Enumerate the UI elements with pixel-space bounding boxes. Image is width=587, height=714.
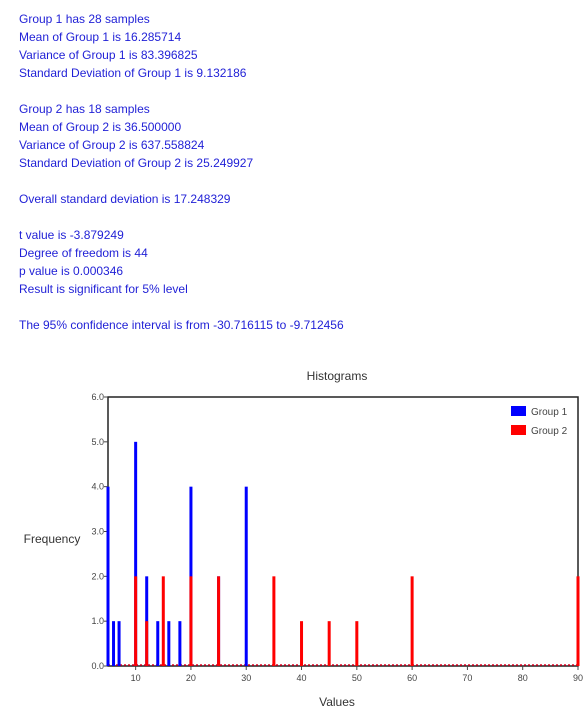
stat-line: Mean of Group 2 is 36.500000: [19, 120, 182, 134]
stat-line: Standard Deviation of Group 2 is 25.2499…: [19, 156, 254, 170]
y-axis-label: Frequency: [24, 532, 81, 546]
x-tick-label: 80: [518, 673, 528, 683]
bar-group2: [272, 576, 276, 666]
bar-group2: [145, 621, 149, 666]
bar-group2: [134, 576, 138, 666]
x-axis-label: Values: [319, 695, 355, 709]
bar-group1: [178, 621, 182, 666]
bar-group2: [576, 576, 580, 666]
bar-group1: [106, 486, 110, 666]
legend-label: Group 1: [531, 407, 568, 418]
y-tick-label: 1.0: [91, 616, 104, 626]
x-tick-label: 30: [241, 673, 251, 683]
stat-line: Group 1 has 28 samples: [19, 12, 150, 26]
legend-swatch: [511, 406, 526, 416]
statistics-text: Group 1 has 28 samples Mean of Group 1 is…: [19, 10, 344, 334]
x-tick-label: 90: [573, 673, 583, 683]
bar-group2: [161, 576, 165, 666]
y-tick-label: 3.0: [91, 527, 104, 537]
stat-line: Variance of Group 1 is 83.396825: [19, 48, 198, 62]
y-tick-label: 5.0: [91, 437, 104, 447]
bar-group1: [134, 441, 138, 666]
bar-group1: [244, 486, 248, 666]
legend-label: Group 2: [531, 426, 568, 437]
bar-group2: [189, 576, 193, 666]
bar-group2: [410, 576, 414, 666]
y-tick-label: 0.0: [91, 661, 104, 671]
y-tick-label: 4.0: [91, 482, 104, 492]
bar-group2: [327, 621, 331, 666]
stat-line: The 95% confidence interval is from -30.…: [19, 318, 344, 332]
stat-line: Overall standard deviation is 17.248329: [19, 192, 231, 206]
stat-line: Variance of Group 2 is 637.558824: [19, 138, 205, 152]
x-tick-label: 70: [462, 673, 472, 683]
chart-title: Histograms: [307, 369, 368, 383]
bar-group1: [167, 621, 171, 666]
x-tick-label: 10: [131, 673, 141, 683]
x-tick-label: 60: [407, 673, 417, 683]
y-tick-label: 2.0: [91, 571, 104, 581]
bar-group1: [156, 621, 160, 666]
stat-line: Mean of Group 1 is 16.285714: [19, 30, 182, 44]
x-tick-label: 20: [186, 673, 196, 683]
bar-group2: [300, 621, 304, 666]
stat-line: p value is 0.000346: [19, 264, 124, 278]
stat-line: Group 2 has 18 samples: [19, 102, 150, 116]
legend-swatch: [511, 425, 526, 435]
bar-group2: [217, 576, 221, 666]
bar-group1: [145, 576, 149, 666]
bar-group2: [355, 621, 359, 666]
stat-line: Standard Deviation of Group 1 is 9.13218…: [19, 66, 247, 80]
y-tick-label: 6.0: [91, 392, 104, 402]
stat-line: Degree of freedom is 44: [19, 246, 148, 260]
bar-group1: [112, 621, 116, 666]
stat-line: t value is -3.879249: [19, 228, 124, 242]
x-tick-label: 40: [297, 673, 307, 683]
x-tick-label: 50: [352, 673, 362, 683]
bar-group1: [117, 621, 121, 666]
stat-line: Result is significant for 5% level: [19, 282, 188, 296]
plot-area: [107, 396, 579, 667]
